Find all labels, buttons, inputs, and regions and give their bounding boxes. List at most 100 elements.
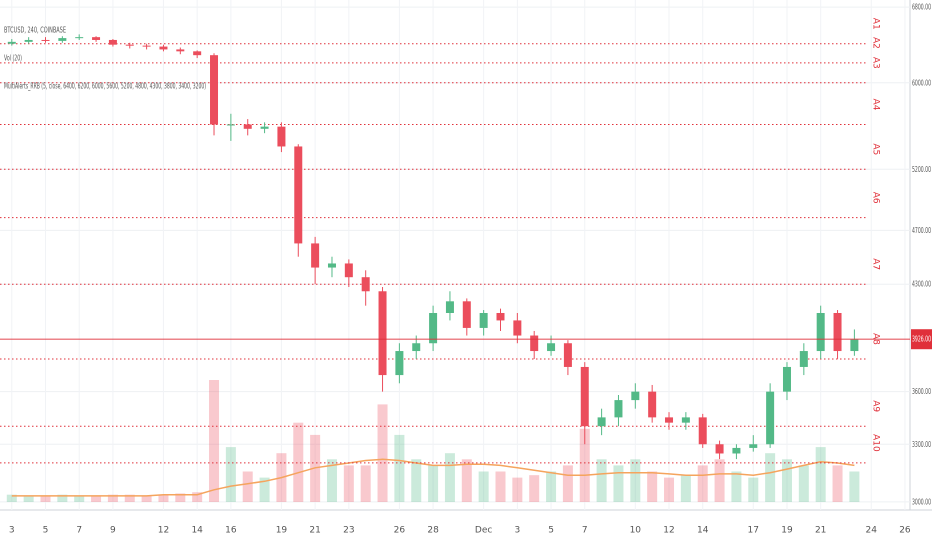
volume-bar	[815, 447, 826, 502]
candle-body	[816, 312, 825, 352]
candle-body	[850, 339, 859, 352]
candle-body	[799, 351, 808, 367]
volume-pane	[6, 380, 860, 502]
alert-label: A3	[871, 57, 881, 69]
volume-bar	[512, 477, 523, 502]
volume-bar	[192, 492, 203, 502]
volume-bar	[158, 494, 169, 502]
volume-bar	[225, 447, 236, 502]
x-tick-label: 21	[309, 526, 320, 536]
x-tick-label: 19	[781, 526, 793, 536]
y-tick-label: 3000.00	[912, 497, 931, 506]
volume-bar	[124, 494, 135, 502]
y-tick-label: 3600.00	[912, 387, 931, 396]
volume-bar	[57, 494, 68, 502]
candle-body	[311, 243, 320, 268]
candle-body	[92, 37, 101, 40]
candle-body	[547, 343, 556, 352]
candle-body	[614, 400, 623, 418]
volume-bar	[293, 422, 304, 502]
volume-bar	[411, 459, 422, 502]
x-tick-label: 17	[748, 526, 759, 536]
candle-body	[732, 447, 741, 454]
candle-body	[226, 124, 235, 126]
candle-body	[782, 366, 791, 392]
x-tick-label: 16	[225, 526, 237, 536]
volume-bar	[647, 471, 658, 502]
candle-body	[530, 335, 539, 352]
volume-bar	[360, 465, 371, 502]
alert-label: A9	[871, 400, 881, 412]
x-tick-label: 3	[514, 526, 520, 536]
candle-body	[159, 46, 168, 50]
volume-bar	[6, 494, 17, 502]
volume-bar	[765, 453, 776, 502]
volume-bar	[259, 477, 270, 502]
candle-body	[580, 366, 589, 427]
x-tick-label: 24	[866, 526, 878, 536]
volume-bar	[377, 404, 388, 502]
last-price-label: 3926.00	[912, 335, 931, 344]
candle-body	[429, 312, 438, 344]
x-tick-label: 14	[697, 526, 709, 536]
x-tick-label: 26	[394, 526, 406, 536]
x-tick-label: 14	[191, 526, 203, 536]
x-tick-label: 26	[899, 526, 911, 536]
x-tick-label: 19	[276, 526, 288, 536]
volume-bar	[444, 453, 455, 502]
x-tick-label: 3	[9, 526, 15, 536]
x-tick-label: 12	[663, 526, 674, 536]
candle-body	[648, 391, 657, 418]
volume-bar	[596, 459, 607, 502]
y-tick-label: 4700.00	[912, 226, 931, 235]
candle-body	[277, 126, 286, 147]
y-tick-label: 4300.00	[912, 280, 931, 289]
volume-bar	[23, 495, 34, 502]
volume-bar	[630, 459, 641, 502]
candle-body	[665, 417, 674, 423]
candle-body	[445, 301, 454, 313]
candle-body	[462, 301, 471, 328]
axes: 3000.00 3300.00 3600.00 4300.00 4700.00 5200.…	[0, 3, 932, 536]
candles	[7, 34, 859, 460]
grid	[0, 0, 910, 510]
candle-body	[395, 351, 404, 376]
volume-bar	[748, 477, 759, 502]
candle-body	[766, 391, 775, 445]
candle-body	[715, 444, 724, 454]
alert-label: A10	[871, 434, 881, 452]
y-tick-label: 5200.00	[912, 165, 931, 174]
volume-bar	[175, 493, 186, 502]
candle-body	[344, 263, 353, 278]
candle-body	[58, 38, 67, 41]
volume-bar	[40, 495, 51, 502]
candle-body	[681, 417, 690, 423]
x-tick-label: 12	[158, 526, 169, 536]
alert-label: A4	[871, 99, 881, 111]
candle-body	[108, 39, 117, 45]
x-tick-label: 5	[43, 526, 49, 536]
volume-bar	[579, 428, 590, 502]
volume-bar	[461, 459, 472, 502]
x-tick-label: 23	[343, 526, 354, 536]
candle-body	[378, 291, 387, 376]
volume-bar	[529, 475, 540, 502]
volume-bar	[731, 471, 742, 502]
volume-bar	[74, 495, 85, 502]
volume-bar	[209, 380, 220, 502]
candle-body	[749, 444, 758, 448]
candle-body	[294, 146, 303, 244]
x-tick-label: 10	[630, 526, 642, 536]
x-tick-label: 5	[548, 526, 554, 536]
candle-body	[142, 45, 151, 47]
candle-body	[631, 391, 640, 401]
volume-bar	[849, 471, 860, 502]
candle-body	[412, 343, 421, 352]
candle-body	[260, 126, 269, 129]
x-tick-label: Dec	[475, 526, 492, 536]
candle-body	[210, 55, 219, 125]
candle-body	[193, 51, 202, 56]
volume-bar	[697, 465, 708, 502]
